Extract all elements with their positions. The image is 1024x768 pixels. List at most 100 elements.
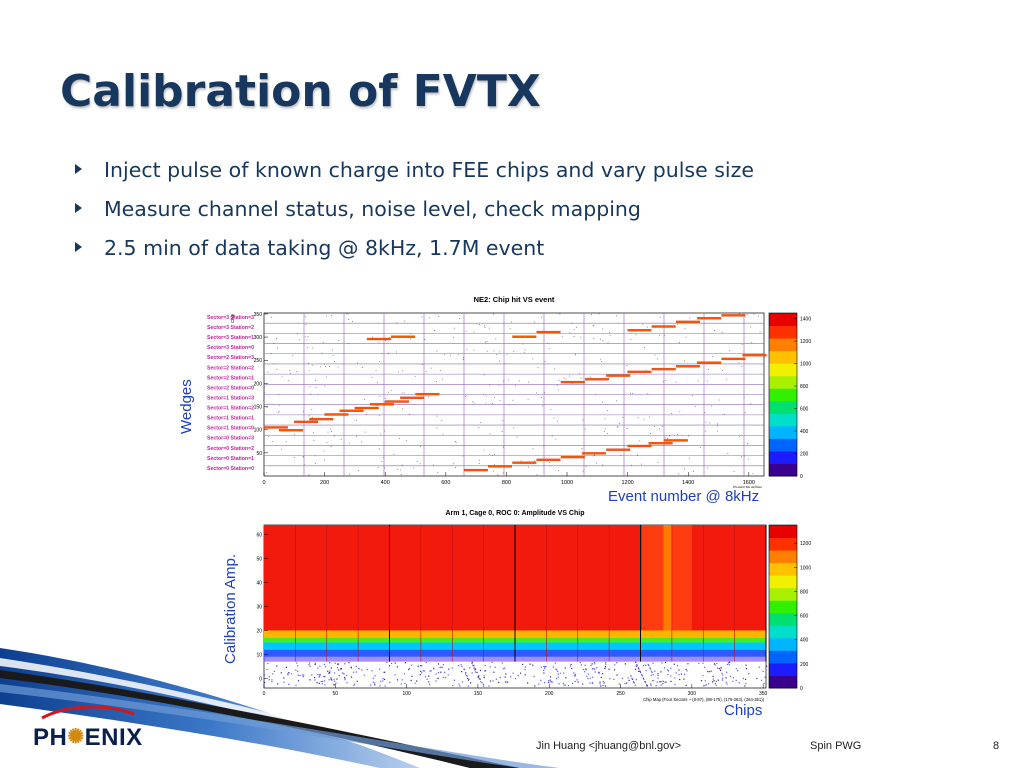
- noise-dot: [353, 684, 355, 686]
- noise-dot: [471, 672, 473, 674]
- colorbar-segment: [769, 388, 797, 402]
- noise-dot: [317, 674, 319, 676]
- noise-dot: [550, 465, 551, 467]
- noise-dot: [489, 384, 491, 386]
- noise-dot: [667, 673, 669, 676]
- noise-dot: [536, 392, 538, 394]
- noise-dot: [559, 313, 561, 315]
- hit-step-bar: [675, 365, 700, 368]
- noise-dot: [684, 328, 686, 330]
- hit-step-bar: [742, 354, 767, 357]
- bottom-swoosh-decoration: [0, 648, 560, 768]
- colorbar-segment: [769, 375, 797, 389]
- noise-dot: [708, 683, 710, 685]
- noise-dot: [549, 679, 551, 681]
- noise-dot: [607, 409, 609, 411]
- noise-dot: [595, 462, 597, 464]
- noise-dot: [379, 361, 380, 363]
- noise-dot: [602, 340, 604, 342]
- noise-dot: [756, 677, 758, 680]
- noise-dot: [712, 675, 714, 678]
- noise-dot: [314, 380, 316, 382]
- noise-dot: [400, 474, 402, 475]
- noise-dot: [337, 366, 339, 368]
- noise-dot: [492, 403, 493, 404]
- noise-dot: [557, 420, 559, 422]
- logo-wordmark: PH✺ENIX: [33, 724, 143, 752]
- noise-dot: [451, 667, 453, 669]
- noise-dot: [602, 401, 604, 403]
- noise-dot: [569, 665, 572, 667]
- noise-dot: [663, 334, 665, 336]
- noise-dot: [594, 663, 596, 665]
- noise-dot: [573, 672, 575, 674]
- noise-dot: [534, 321, 535, 323]
- colorbar-segment: [769, 450, 797, 464]
- noise-dot: [606, 433, 608, 434]
- slide-title: Calibration of FVTX: [60, 66, 541, 117]
- noise-dot: [324, 385, 326, 387]
- noise-dot: [678, 669, 680, 671]
- noise-dot: [429, 317, 431, 319]
- noise-dot: [750, 403, 752, 405]
- noise-dot: [489, 680, 492, 682]
- noise-dot: [467, 677, 469, 680]
- noise-dot: [439, 667, 441, 669]
- noise-dot: [384, 467, 386, 469]
- noise-dot: [524, 349, 526, 351]
- colorbar-segment: [769, 338, 797, 352]
- noise-dot: [268, 676, 270, 678]
- noise-dot: [385, 398, 387, 399]
- noise-dot: [710, 670, 712, 672]
- noise-dot: [582, 470, 584, 472]
- noise-dot: [311, 409, 313, 410]
- noise-dot: [705, 684, 708, 686]
- colorbar-frame: [768, 524, 798, 689]
- noise-dot: [313, 432, 314, 434]
- noise-dot: [414, 375, 416, 377]
- noise-dot: [314, 679, 316, 681]
- noise-dot: [593, 661, 596, 664]
- noise-dot: [481, 682, 483, 684]
- noise-dot: [626, 682, 628, 684]
- noise-dot: [408, 668, 410, 671]
- noise-dot: [571, 383, 573, 385]
- noise-dot: [605, 661, 607, 664]
- noise-dot: [661, 662, 663, 664]
- noise-dot: [652, 674, 654, 676]
- noise-dot: [684, 475, 686, 476]
- noise-dot: [716, 425, 718, 427]
- noise-dot: [297, 680, 300, 682]
- colorbar-segment: [769, 575, 797, 589]
- noise-dot: [712, 356, 713, 357]
- noise-dot: [537, 366, 539, 368]
- bullet-list: Inject pulse of known charge into FEE ch…: [75, 158, 754, 275]
- noise-dot: [355, 665, 357, 668]
- noise-dot: [712, 678, 714, 680]
- noise-dot: [598, 672, 600, 674]
- noise-dot: [714, 330, 715, 331]
- hit-step-bar: [339, 409, 364, 412]
- noise-dot: [697, 380, 699, 382]
- colorbar-tick-label: 400: [800, 429, 809, 435]
- noise-dot: [292, 354, 294, 356]
- noise-dot: [379, 685, 381, 687]
- noise-dot: [283, 677, 285, 679]
- noise-dot: [645, 664, 647, 666]
- station-row-label: Sector=2 Station=0: [207, 385, 254, 391]
- hit-step-bar: [415, 392, 440, 396]
- noise-dot: [321, 680, 324, 683]
- bullet-arrow-icon: [75, 203, 82, 213]
- noise-dot: [287, 674, 289, 676]
- x-tick-label: 350: [759, 691, 768, 697]
- noise-dot: [430, 367, 432, 369]
- noise-dot: [445, 676, 447, 679]
- noise-dot: [437, 671, 440, 674]
- noise-dot: [430, 670, 432, 672]
- noise-dot: [478, 463, 480, 464]
- noise-dot: [642, 677, 644, 679]
- noise-dot: [365, 414, 367, 415]
- noise-dot: [390, 662, 393, 665]
- noise-dot: [397, 371, 399, 373]
- noise-dot: [421, 316, 423, 318]
